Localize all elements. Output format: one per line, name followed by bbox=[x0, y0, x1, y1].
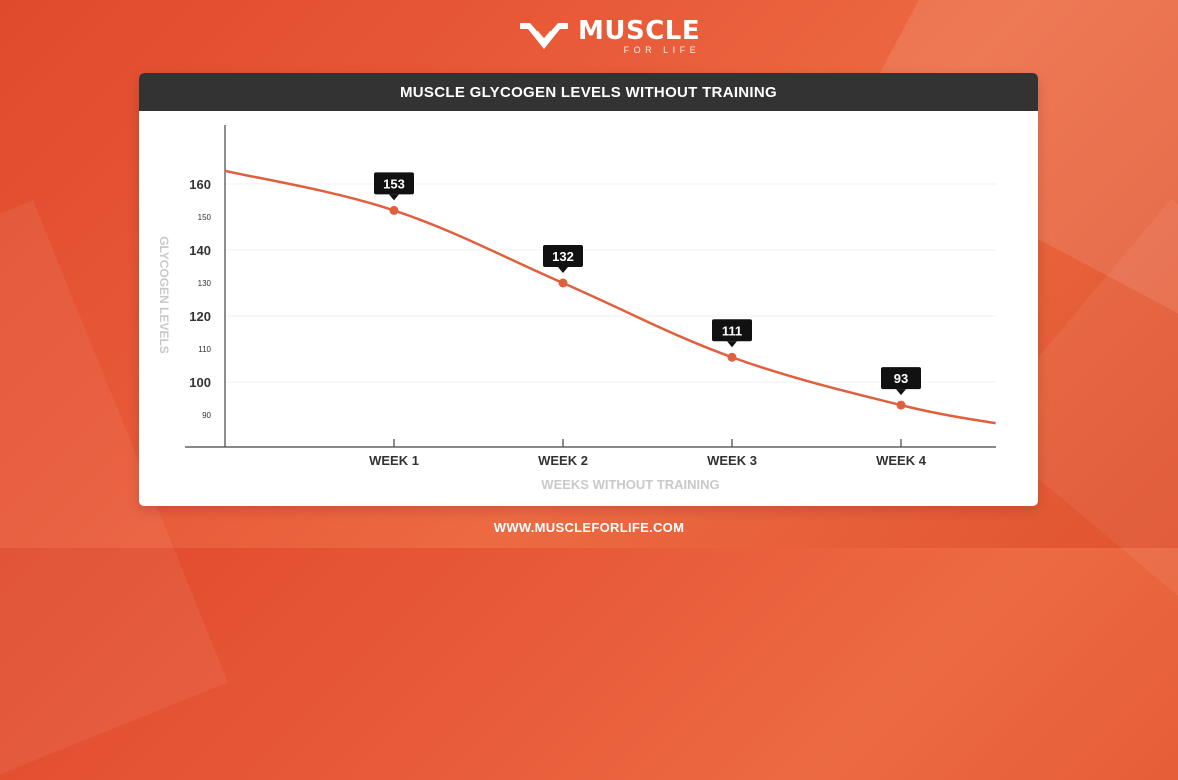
y-tick-label: 120 bbox=[189, 309, 211, 324]
y-tick-label: 90 bbox=[202, 411, 211, 420]
y-tick-label: 160 bbox=[189, 177, 211, 192]
data-label-pointer bbox=[727, 341, 737, 348]
x-tick-label: WEEK 3 bbox=[707, 453, 757, 468]
data-label-pointer bbox=[896, 389, 906, 396]
y-tick-label: 150 bbox=[198, 213, 212, 222]
data-label-box bbox=[881, 367, 921, 390]
data-point bbox=[896, 400, 906, 410]
data-label-box bbox=[712, 319, 752, 342]
brand-tagline: FOR LIFE bbox=[623, 44, 701, 55]
y-axis-label: GLYCOGEN LEVELS bbox=[157, 236, 171, 354]
footer-url[interactable]: WWW.MUSCLEFORLIFE.COM bbox=[493, 520, 685, 535]
brand-name: MUSCLE bbox=[578, 15, 701, 46]
brand-logo: MUSCLE FOR LIFE bbox=[520, 18, 700, 54]
data-label-box bbox=[374, 172, 414, 195]
x-axis-label: WEEKS WITHOUT TRAINING bbox=[541, 477, 719, 492]
data-point bbox=[727, 352, 737, 362]
chart-card: MUSCLE GLYCOGEN LEVELS WITHOUT TRAINING … bbox=[139, 73, 1038, 506]
mfl-m-logo-icon bbox=[520, 23, 568, 49]
data-label-pointer bbox=[558, 267, 568, 273]
y-tick-label: 140 bbox=[189, 243, 211, 258]
y-tick-label: 100 bbox=[189, 375, 211, 390]
line-chart: 100 120 140 160 90 110 130 150 GLYCOGEN LEVELS WE… bbox=[157, 125, 996, 492]
y-tick-label: 110 bbox=[198, 345, 211, 354]
data-label: 132 bbox=[552, 249, 574, 264]
data-label-box bbox=[543, 245, 583, 267]
data-point bbox=[558, 278, 568, 288]
series-line bbox=[224, 169, 996, 425]
y-tick-label: 130 bbox=[198, 279, 212, 288]
chart-title: MUSCLE GLYCOGEN LEVELS WITHOUT TRAINING bbox=[139, 73, 1038, 111]
x-tick-label: WEEK 1 bbox=[369, 453, 419, 468]
data-label: 153 bbox=[383, 176, 405, 191]
x-tick-label: WEEK 4 bbox=[876, 453, 927, 468]
data-label: 111 bbox=[722, 323, 742, 338]
data-label: 93 bbox=[894, 371, 908, 386]
data-point bbox=[389, 205, 399, 215]
x-tick-label: WEEK 2 bbox=[538, 453, 588, 468]
data-label-pointer bbox=[389, 194, 399, 201]
